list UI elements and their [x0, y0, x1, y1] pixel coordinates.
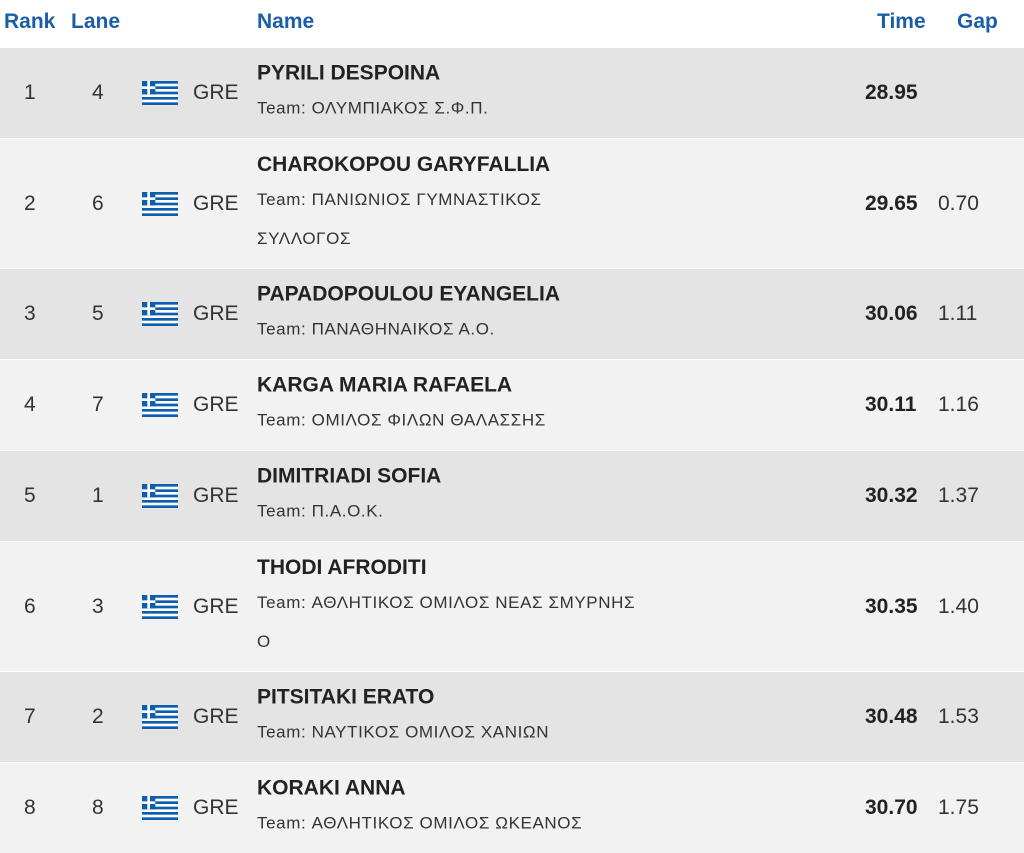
- athlete-name[interactable]: DIMITRIADI SOFIA: [257, 464, 442, 488]
- rank-cell: 2: [24, 191, 36, 215]
- gap-cell: 0.70: [938, 191, 979, 215]
- athlete-info: CHAROKOPOU GARYFALLIA Team: ΠΑΝΙΩΝΙΟΣ ΓΥ…: [257, 150, 657, 258]
- row-divider: [0, 762, 1024, 763]
- result-row[interactable]: 4 7 GRE KARGA MARIA RAFAELA Team: ΟΜΙΛΟΣ…: [0, 360, 1024, 450]
- time-cell: 30.35: [865, 594, 918, 618]
- rank-cell: 1: [24, 81, 36, 104]
- time-cell: 28.95: [865, 81, 918, 104]
- lane-cell: 3: [92, 594, 104, 618]
- athlete-info: KARGA MARIA RAFAELA Team: ΟΜΙΛΟΣ ΦΙΛΩΝ Θ…: [257, 371, 657, 440]
- lane-cell: 4: [92, 81, 104, 104]
- time-cell: 30.06: [865, 302, 918, 325]
- result-row[interactable]: 6 3 GRE THODI AFRODITI Team: ΑΘΛΗΤΙΚΟΣ Ο…: [0, 542, 1024, 671]
- team-name: Team: ΝΑΥΤΙΚΟΣ ΟΜΙΛΟΣ ΧΑΝΙΩΝ: [257, 722, 550, 742]
- row-divider: [0, 671, 1024, 672]
- results-header-row: Rank Lane Name Time Gap: [0, 0, 1024, 48]
- country-code: GRE: [193, 81, 239, 104]
- greece-flag-icon: [141, 484, 179, 508]
- country-code: GRE: [193, 484, 239, 507]
- time-cell: 30.11: [865, 393, 917, 416]
- athlete-name[interactable]: PYRILI DESPOINA: [257, 61, 441, 85]
- team-name: Team: Π.Α.Ο.Κ.: [257, 501, 384, 521]
- country-code: GRE: [193, 302, 239, 325]
- lane-cell: 6: [92, 191, 104, 215]
- team-name: Team: ΠΑΝΙΩΝΙΟΣ ΓΥΜΝΑΣΤΙΚΟΣ ΣΥΛΛΟΓΟΣ: [257, 189, 542, 248]
- lane-cell: 5: [92, 302, 104, 325]
- time-cell: 30.70: [865, 796, 918, 819]
- rank-cell: 4: [24, 393, 36, 416]
- rank-column-header[interactable]: Rank: [4, 10, 56, 33]
- athlete-info: PYRILI DESPOINA Team: ΟΛΥΜΠΙΑΚΟΣ Σ.Φ.Π.: [257, 59, 657, 128]
- greece-flag-icon: [141, 393, 179, 417]
- gap-cell: 1.40: [938, 594, 979, 618]
- team-name: Team: ΑΘΛΗΤΙΚΟΣ ΟΜΙΛΟΣ ΩΚΕΑΝΟΣ: [257, 813, 583, 833]
- rank-cell: 3: [24, 302, 36, 325]
- team-name: Team: ΟΜΙΛΟΣ ΦΙΛΩΝ ΘΑΛΑΣΣΗΣ: [257, 410, 546, 430]
- team-name: Team: ΑΘΛΗΤΙΚΟΣ ΟΜΙΛΟΣ ΝΕΑΣ ΣΜΥΡΝΗΣ Ο: [257, 592, 636, 651]
- result-row[interactable]: 2 6 GRE CHAROKOPOU GARYFALLIA Team: ΠΑΝΙ…: [0, 139, 1024, 268]
- athlete-name[interactable]: KORAKI ANNA: [257, 776, 406, 800]
- result-row[interactable]: 1 4 GRE PYRILI DESPOINA Team: ΟΛΥΜΠΙΑΚΟΣ…: [0, 48, 1024, 138]
- athlete-name[interactable]: THODI AFRODITI: [257, 555, 427, 579]
- lane-column-header[interactable]: Lane: [71, 10, 121, 33]
- country-code: GRE: [193, 594, 239, 618]
- lane-cell: 2: [92, 705, 104, 728]
- gap-column-header[interactable]: Gap: [957, 10, 998, 33]
- lane-cell: 8: [92, 796, 104, 819]
- greece-flag-icon: [141, 81, 179, 105]
- result-row[interactable]: 7 2 GRE PITSITAKI ERATO Team: ΝΑΥΤΙΚΟΣ Ο…: [0, 672, 1024, 762]
- name-column-header[interactable]: Name: [257, 10, 315, 33]
- result-row[interactable]: 3 5 GRE PAPADOPOULOU EYANGELIA Team: ΠΑΝ…: [0, 269, 1024, 359]
- athlete-info: KORAKI ANNA Team: ΑΘΛΗΤΙΚΟΣ ΟΜΙΛΟΣ ΩΚΕΑΝ…: [257, 774, 657, 843]
- country-code: GRE: [193, 393, 239, 416]
- result-row[interactable]: 5 1 GRE DIMITRIADI SOFIA Team: Π.Α.Ο.Κ. …: [0, 451, 1024, 541]
- lane-cell: 1: [92, 484, 104, 507]
- greece-flag-icon: [141, 191, 179, 216]
- results-rows: 1 4 GRE PYRILI DESPOINA Team: ΟΛΥΜΠΙΑΚΟΣ…: [0, 48, 1024, 853]
- athlete-info: THODI AFRODITI Team: ΑΘΛΗΤΙΚΟΣ ΟΜΙΛΟΣ ΝΕ…: [257, 553, 657, 661]
- greece-flag-icon: [141, 796, 179, 820]
- row-divider: [0, 541, 1024, 542]
- gap-cell: 1.53: [938, 705, 979, 728]
- gap-cell: 1.75: [938, 796, 979, 819]
- time-cell: 30.32: [865, 484, 918, 507]
- row-divider: [0, 359, 1024, 360]
- row-divider: [0, 268, 1024, 269]
- athlete-info: PAPADOPOULOU EYANGELIA Team: ΠΑΝΑΘΗΝΑΙΚΟ…: [257, 280, 657, 349]
- country-code: GRE: [193, 191, 239, 215]
- result-row[interactable]: 8 8 GRE KORAKI ANNA Team: ΑΘΛΗΤΙΚΟΣ ΟΜΙΛ…: [0, 763, 1024, 853]
- athlete-name[interactable]: KARGA MARIA RAFAELA: [257, 373, 513, 397]
- team-name: Team: ΟΛΥΜΠΙΑΚΟΣ Σ.Φ.Π.: [257, 98, 489, 118]
- row-divider: [0, 138, 1024, 139]
- gap-cell: 1.16: [938, 393, 979, 416]
- greece-flag-icon: [141, 705, 179, 729]
- athlete-name[interactable]: PAPADOPOULOU EYANGELIA: [257, 282, 560, 306]
- gap-cell: 1.37: [938, 484, 979, 507]
- gap-cell: 1.11: [938, 302, 978, 325]
- time-column-header[interactable]: Time: [877, 10, 926, 33]
- country-code: GRE: [193, 796, 239, 819]
- rank-cell: 6: [24, 594, 36, 618]
- athlete-info: PITSITAKI ERATO Team: ΝΑΥΤΙΚΟΣ ΟΜΙΛΟΣ ΧΑ…: [257, 683, 657, 752]
- athlete-name[interactable]: CHAROKOPOU GARYFALLIA: [257, 152, 551, 176]
- rank-cell: 5: [24, 484, 36, 507]
- rank-cell: 8: [24, 796, 36, 819]
- team-name: Team: ΠΑΝΑΘΗΝΑΙΚΟΣ Α.Ο.: [257, 319, 495, 339]
- athlete-info: DIMITRIADI SOFIA Team: Π.Α.Ο.Κ.: [257, 462, 657, 531]
- greece-flag-icon: [141, 302, 179, 326]
- country-code: GRE: [193, 705, 239, 728]
- row-divider: [0, 450, 1024, 451]
- lane-cell: 7: [92, 393, 104, 416]
- time-cell: 30.48: [865, 705, 918, 728]
- athlete-name[interactable]: PITSITAKI ERATO: [257, 685, 435, 709]
- greece-flag-icon: [141, 594, 179, 619]
- rank-cell: 7: [24, 705, 36, 728]
- time-cell: 29.65: [865, 191, 918, 215]
